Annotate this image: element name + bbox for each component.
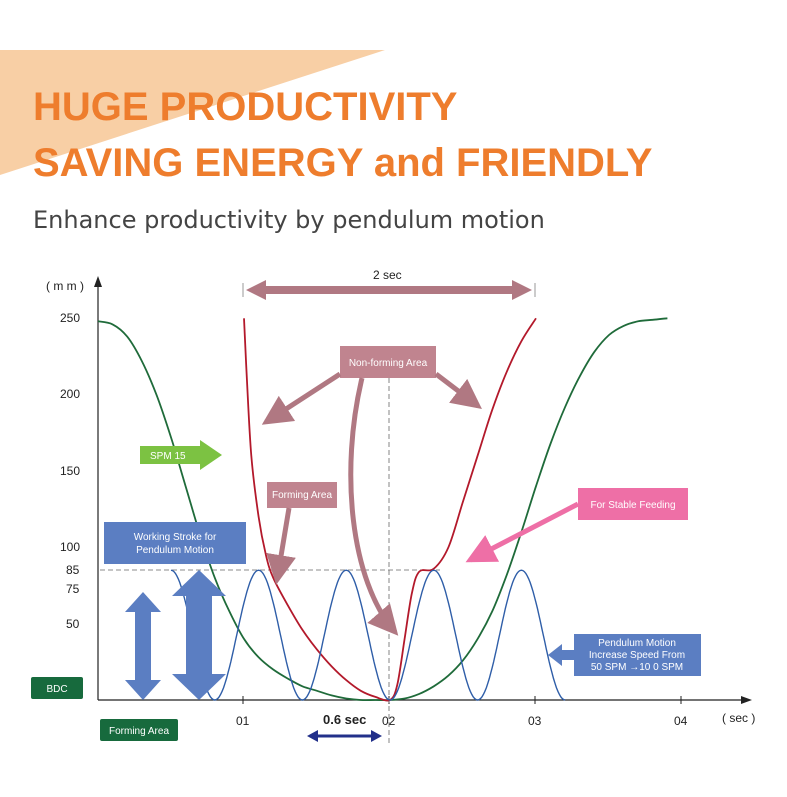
y-tick-150: 150 xyxy=(60,464,80,478)
forming-area-legend-badge xyxy=(100,719,178,741)
stable-feeding-arrow xyxy=(465,501,580,563)
pendulum-label-line3: 50 SPM →10 0 SPM xyxy=(591,662,683,673)
interval-2sec-arrow xyxy=(246,280,532,300)
non-forming-area-box xyxy=(340,346,436,378)
pendulum-arrow xyxy=(548,644,574,666)
title-line1: HUGE PRODUCTIVITY xyxy=(33,85,458,129)
y-axis-arrowhead xyxy=(94,276,102,287)
non-forming-area-label: Non-forming Area xyxy=(349,358,428,369)
x-tick-04: 04 xyxy=(674,714,688,728)
non-forming-arrow-right xyxy=(434,372,482,410)
x-axis-arrowhead xyxy=(741,696,752,704)
y-tick-100: 100 xyxy=(60,540,80,554)
forming-area-box-label: Forming Area xyxy=(272,490,332,501)
working-stroke-box xyxy=(104,522,246,564)
bdc-badge xyxy=(31,677,83,699)
bdc-label: BDC xyxy=(46,684,67,695)
y-tick-50: 50 xyxy=(66,617,80,631)
non-forming-arrow-left xyxy=(261,371,342,425)
forming-area-legend-label: Forming Area xyxy=(109,726,169,737)
y-tick-75: 75 xyxy=(66,582,80,596)
working-stroke-label-line2: Pendulum Motion xyxy=(136,545,214,556)
stable-feeding-box xyxy=(578,488,688,520)
stroke-double-arrow-large xyxy=(172,570,226,700)
x-tick-01: 01 xyxy=(236,714,250,728)
x-tick-02: 02 xyxy=(382,714,396,728)
series-working-stroke-line xyxy=(243,317,537,702)
y-tick-250: 250 xyxy=(60,311,80,325)
header-triangle xyxy=(0,50,385,175)
pendulum-label-line2: Increase Speed From xyxy=(589,650,685,661)
stable-feeding-label: For Stable Feeding xyxy=(590,500,675,511)
interval-06sec-label: 0.6 sec xyxy=(323,712,366,727)
pendulum-motion-box xyxy=(574,634,701,676)
working-stroke-label-line1: Working Stroke for xyxy=(134,532,217,543)
forming-area-arrow xyxy=(266,507,296,585)
interval-2sec-label: 2 sec xyxy=(373,268,402,282)
stroke-double-arrow-small xyxy=(125,592,161,700)
non-forming-arrow-down xyxy=(348,377,399,636)
x-axis-label: ( sec ) xyxy=(722,711,755,725)
interval-06sec-arrowhead-right xyxy=(371,730,382,742)
pendulum-label-line1: Pendulum Motion xyxy=(598,638,676,649)
forming-area-box xyxy=(267,482,337,508)
title-line2: SAVING ENERGY and FRIENDLY xyxy=(33,141,653,185)
y-tick-85: 85 xyxy=(66,563,80,577)
spm15-tag xyxy=(140,440,222,470)
y-axis-label: ( m m ) xyxy=(46,279,84,293)
y-tick-200: 200 xyxy=(60,387,80,401)
subtitle: Enhance productivity by pendulum motion xyxy=(33,206,545,234)
interval-06sec-arrowhead-left xyxy=(307,730,318,742)
x-tick-03: 03 xyxy=(528,714,542,728)
spm15-label: SPM 15 xyxy=(150,451,186,462)
